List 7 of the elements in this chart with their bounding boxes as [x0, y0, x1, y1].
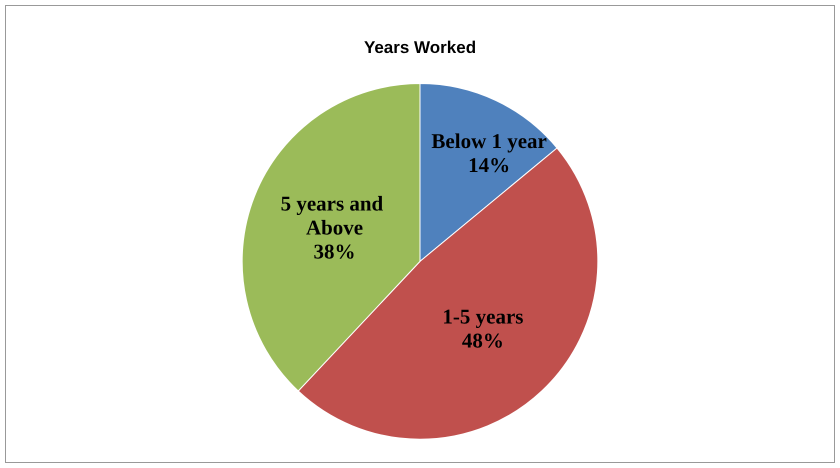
slice-label: 1-5 years: [442, 304, 524, 328]
slice-label: 5 years and Above: [280, 192, 389, 240]
data-label: 38%: [314, 240, 356, 264]
data-label: 14%: [468, 153, 510, 178]
slice-label: Below 1 year: [431, 129, 547, 154]
chart-title: Years Worked: [364, 38, 476, 57]
data-label: 48%: [462, 328, 504, 352]
